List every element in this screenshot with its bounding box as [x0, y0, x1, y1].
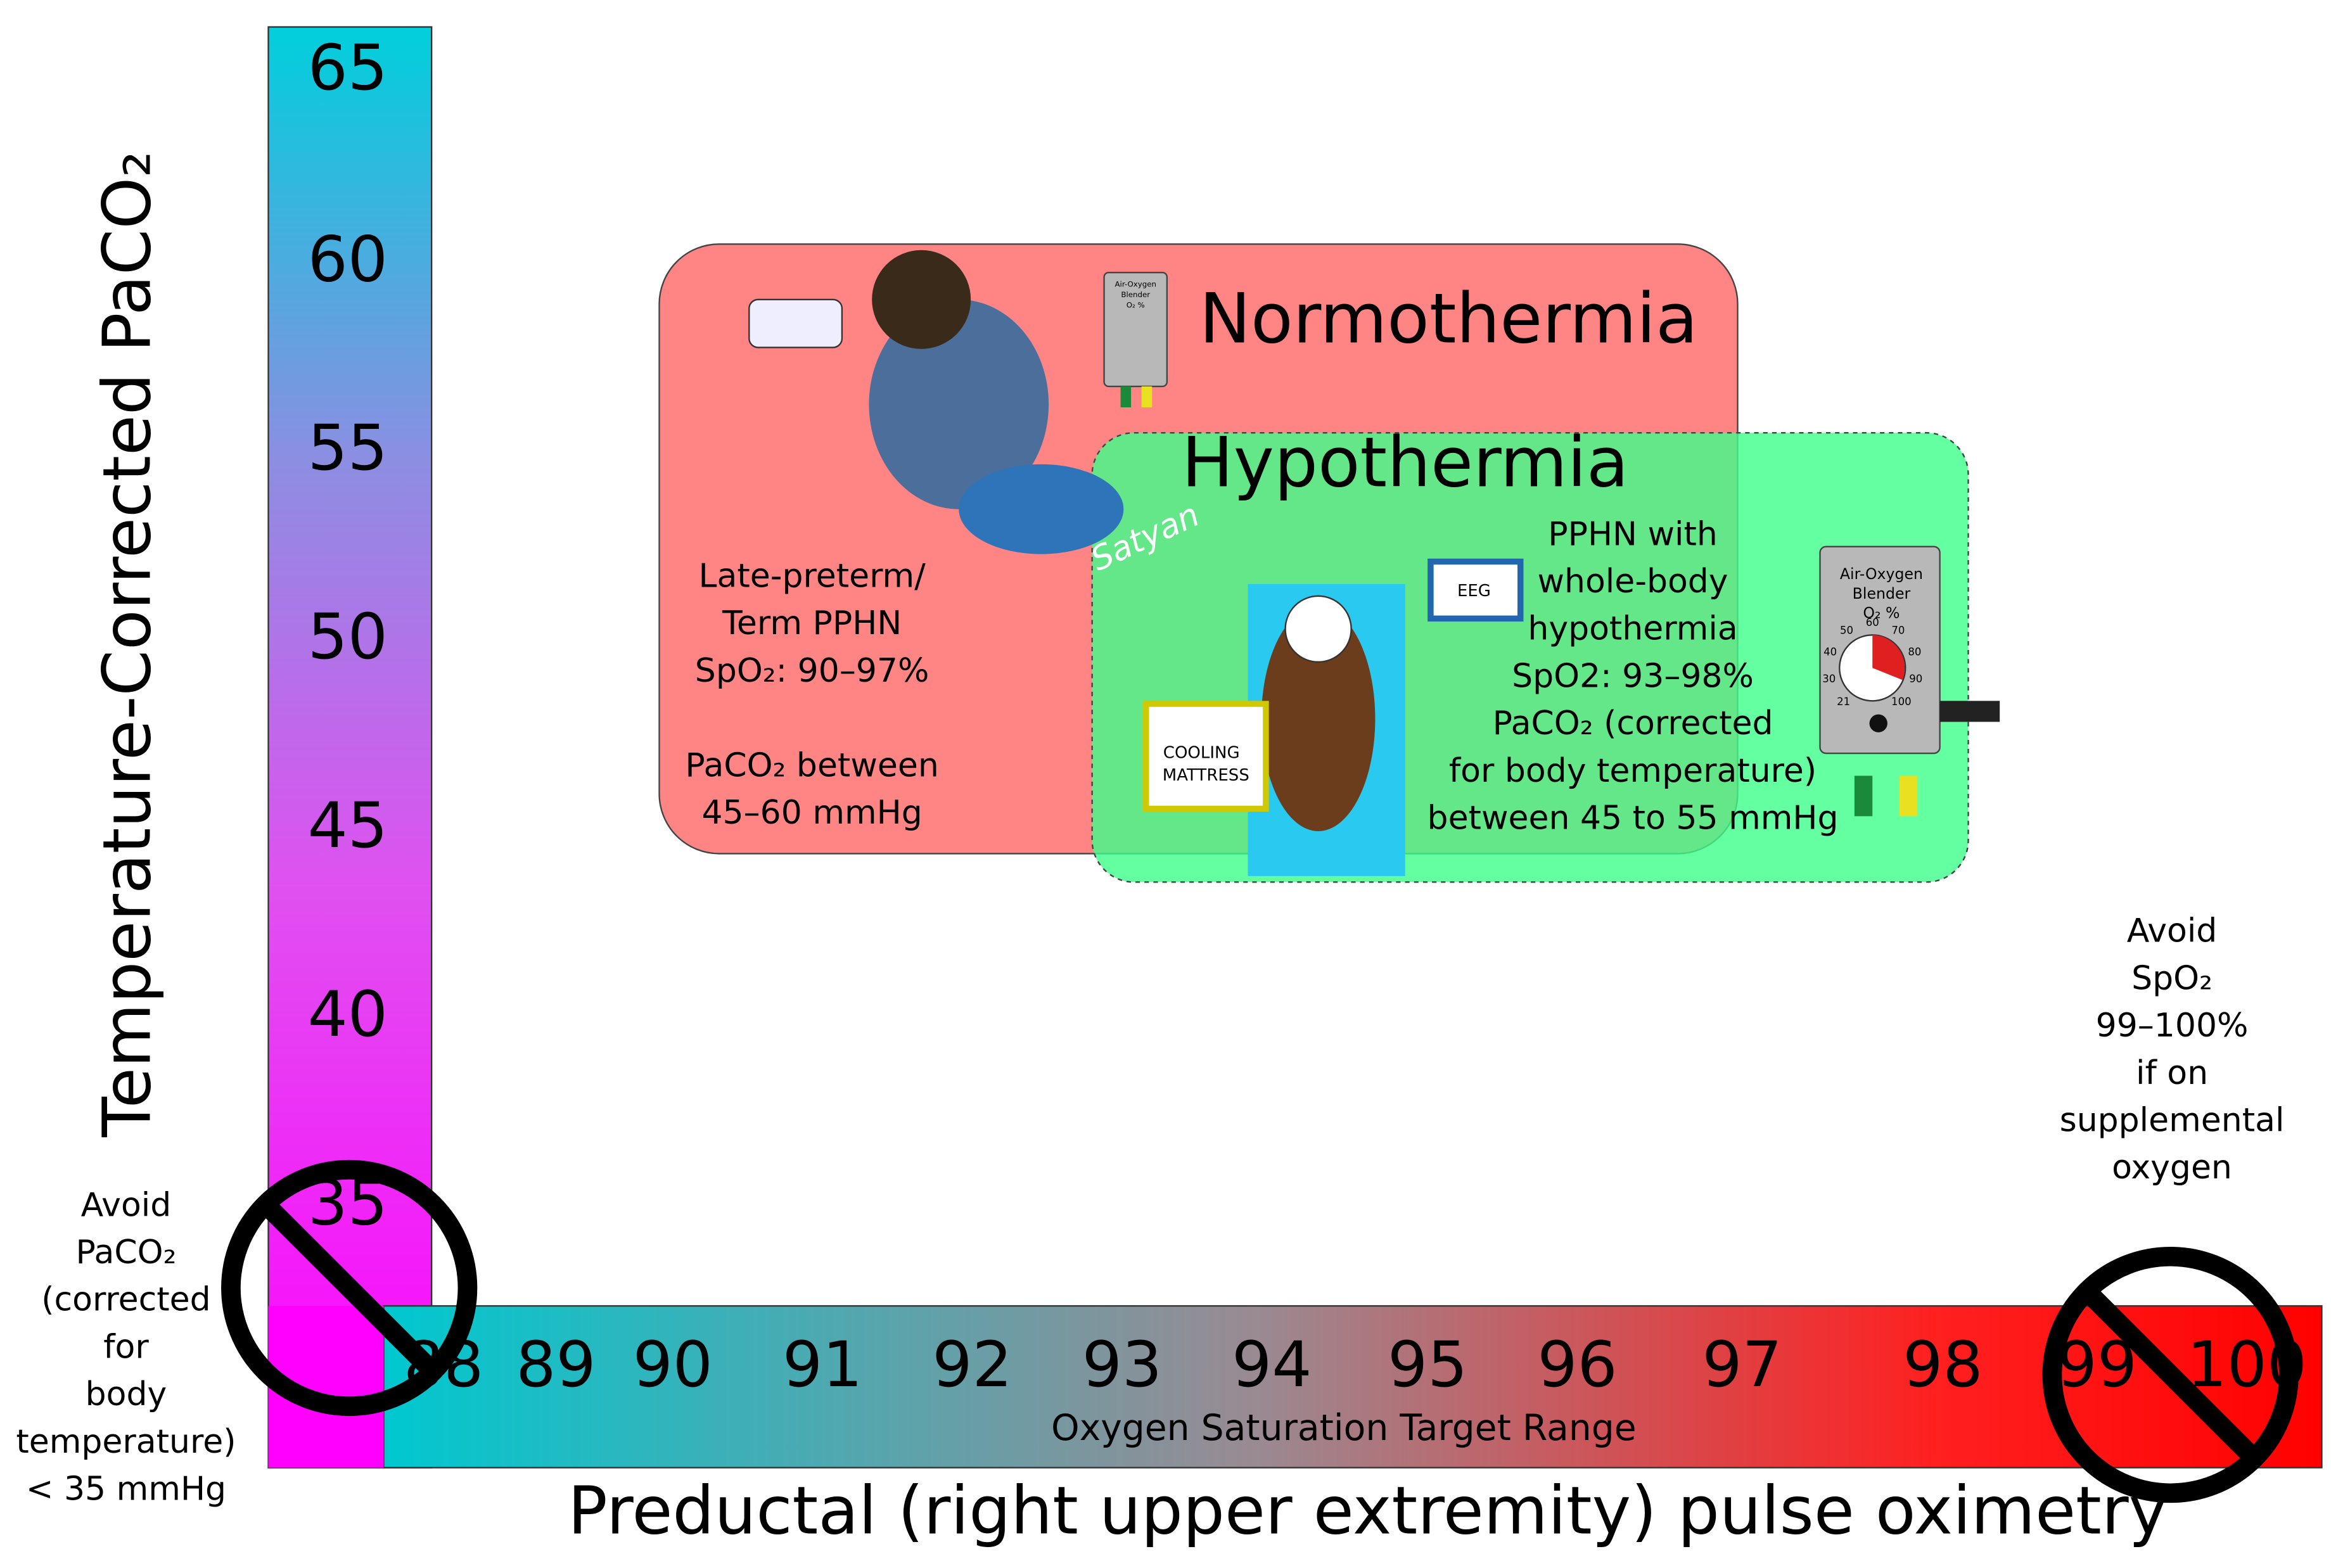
- normothermia-text: Term PPHN: [722, 604, 902, 642]
- avoid-paco2-text: < 35 mmHg: [26, 1470, 226, 1508]
- dial-number: 70: [1891, 625, 1905, 637]
- hypothermia-title: Hypothermia: [1182, 422, 1629, 502]
- x-tick-label: 90: [633, 1329, 713, 1401]
- dial-number: 60: [1866, 616, 1879, 628]
- spo2-bar: [383, 1305, 2323, 1469]
- hypothermia-text: between 45 to 55 mmHg: [1427, 799, 1839, 837]
- band-label: Oxygen Saturation Target Range: [1051, 1407, 1637, 1449]
- avoid-sign: [221, 1159, 2299, 1503]
- illustration-cooling: [1143, 558, 1524, 876]
- dial-number: 80: [1908, 646, 1921, 658]
- avoid-spo2-text: if on: [2136, 1054, 2208, 1092]
- y-tick-label: 65: [308, 32, 388, 105]
- avoid-paco2-text: PaCO₂: [75, 1233, 176, 1272]
- dial-number: 90: [1909, 673, 1922, 685]
- blender-device: [1103, 272, 2000, 817]
- x-tick-label: 92: [932, 1329, 1012, 1401]
- hypothermia-text: hypothermia: [1528, 610, 1737, 648]
- normothermia-text: PaCO₂ between: [685, 746, 938, 784]
- avoid-spo2-text: Avoid: [2127, 912, 2218, 950]
- avoid-paco2-text: for: [103, 1328, 149, 1366]
- x-axis-title: Preductal (right upper extremity) pulse …: [568, 1472, 2168, 1550]
- x-tick-label: 93: [1082, 1329, 1162, 1401]
- y-tick-label: 50: [308, 601, 388, 673]
- y-tick-label: 40: [308, 978, 388, 1051]
- mattress-label: MATTRESS: [1163, 766, 1249, 785]
- y-tick-label: 60: [308, 223, 388, 296]
- blender-label: O₂ %: [1127, 301, 1145, 310]
- dial-number: 30: [1822, 673, 1836, 685]
- normothermia-title: Normothermia: [1199, 278, 1698, 359]
- y-tick-label: 45: [308, 789, 388, 862]
- x-tick-label: 89: [516, 1329, 596, 1401]
- normothermia-text: Late-preterm/: [698, 557, 926, 595]
- hypothermia-text: PaCO₂ (corrected: [1493, 704, 1773, 743]
- dial-number: 50: [1840, 625, 1853, 637]
- normothermia-text: 45–60 mmHg: [701, 794, 922, 832]
- avoid-spo2-text: 99–100%: [2096, 1007, 2249, 1045]
- dial-number: 21: [1837, 696, 1850, 708]
- illustration-infant: [748, 250, 1124, 554]
- avoid-spo2-text: supplemental: [2060, 1102, 2285, 1140]
- dial-number: 40: [1823, 646, 1837, 658]
- hypothermia-text: PPHN with: [1548, 515, 1718, 553]
- x-tick-label: 94: [1232, 1329, 1312, 1401]
- hypothermia-text: SpO2: 93–98%: [1512, 657, 1754, 695]
- avoid-paco2-text: (corrected: [41, 1281, 210, 1319]
- blender-label: Blender: [1121, 290, 1150, 299]
- blender-label: Blender: [1853, 585, 1911, 602]
- avoid-spo2-text: oxygen: [2112, 1149, 2232, 1187]
- dial-number: 100: [1891, 696, 1912, 708]
- normothermia-text: SpO₂: 90–97%: [695, 652, 929, 690]
- eeg-label: EEG: [1457, 582, 1491, 601]
- avoid-paco2-text: temperature): [16, 1423, 236, 1461]
- x-tick-label: 95: [1388, 1329, 1467, 1401]
- blender-label: O₂ %: [1863, 604, 1900, 622]
- x-tick-label: 96: [1537, 1329, 1617, 1401]
- mattress-label: COOLING: [1163, 744, 1240, 763]
- blender-label: Air-Oxygen: [1840, 565, 1923, 583]
- y-axis-title: Temperature-Corrected PaCO₂: [89, 151, 166, 1138]
- x-tick-label: 98: [1903, 1329, 1983, 1401]
- blender-label: Air-Oxygen: [1114, 280, 1156, 289]
- hypothermia-text: for body temperature): [1449, 752, 1817, 790]
- avoid-spo2-text: SpO₂: [2131, 959, 2213, 997]
- hypothermia-text: whole-body: [1537, 563, 1728, 601]
- x-tick-label: 91: [782, 1329, 862, 1401]
- x-tick-label: 97: [1702, 1329, 1782, 1401]
- avoid-paco2-text: Avoid: [81, 1186, 172, 1224]
- y-tick-label: 55: [308, 412, 388, 485]
- avoid-paco2-text: body: [86, 1375, 167, 1413]
